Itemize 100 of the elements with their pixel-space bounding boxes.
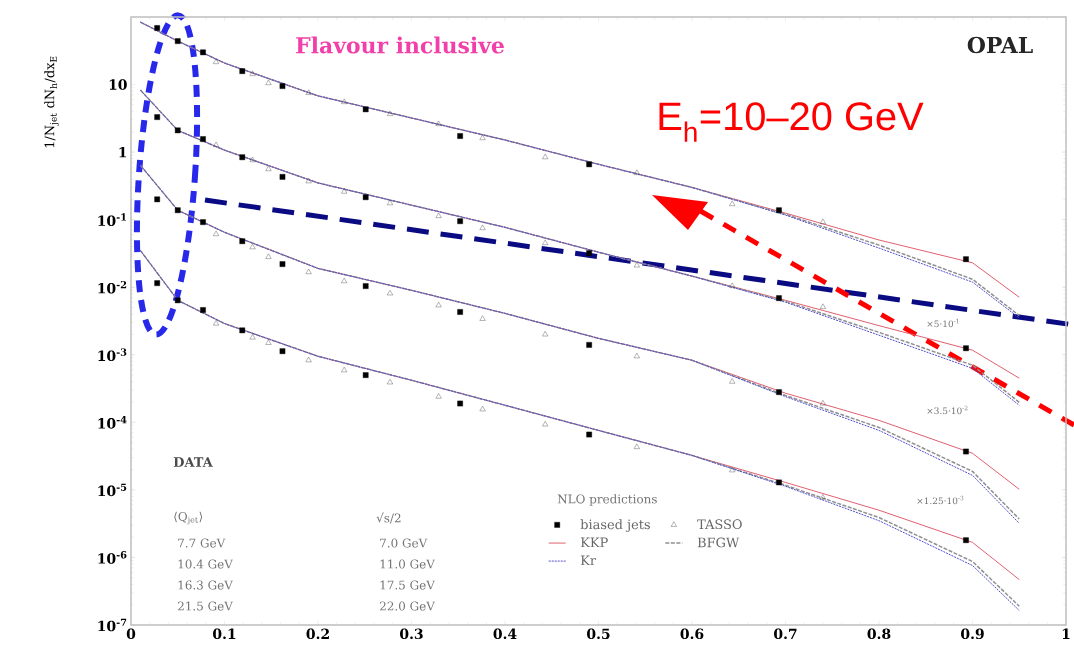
x-tick-label: 0.7 [774,628,797,640]
point [341,366,348,373]
point [819,303,826,309]
point [542,239,549,245]
point [776,295,782,301]
point [154,280,160,286]
point [542,153,549,160]
point [362,106,369,113]
point [479,224,486,230]
point [729,282,736,288]
point [362,194,369,201]
point [435,120,442,126]
point [213,141,220,147]
legend-label: Kr [580,555,597,566]
point [387,199,393,206]
point [249,156,256,162]
point [305,356,312,363]
point [239,238,246,244]
point [265,253,272,259]
point [174,297,181,304]
annotation: ×1.25·10$^{-3}$ [917,495,964,505]
point [154,114,160,120]
y-tick-label: 10$^{-2}$ [98,280,127,294]
point [239,68,246,74]
point [819,218,826,224]
point [729,466,736,473]
y-tick-label: 1 [119,146,127,158]
point [265,79,272,85]
annotation: 17.5 GeV [380,580,436,590]
point [633,352,640,359]
legend-title: DATA [173,457,213,467]
point [279,83,286,89]
point [279,348,286,354]
point [305,177,312,184]
y-tick-label: 10$^{-5}$ [98,483,127,497]
annotation: 22.0 GeV [380,601,436,611]
point [341,277,348,283]
annotation: 21.5 GeV [178,601,234,611]
point [174,127,181,134]
point [963,537,969,543]
point [362,283,369,289]
legend-label: BFGW [697,537,740,548]
point [249,334,256,340]
point [479,134,486,140]
y-tick-label: 10 [109,79,127,90]
annotation: √s/2 [376,512,401,524]
point [279,261,286,267]
text: Flavour inclusive [296,36,504,54]
point [305,89,312,95]
annotation: ×3.5·10$^{-2}$ [927,405,968,415]
point [265,339,272,345]
point [729,200,736,206]
point [387,290,393,296]
x-tick-label: 0 [126,628,136,640]
point [633,262,640,268]
point [435,393,442,399]
point [239,327,246,334]
point [265,165,272,171]
point [249,243,256,250]
point [963,345,969,352]
annotation: OPAL [967,36,1033,54]
point [776,389,782,395]
point [457,218,463,224]
point [213,58,220,64]
point [633,169,640,175]
point [213,320,220,326]
y-tick-label: 10$^{-4}$ [98,416,127,429]
point [542,331,549,337]
point [542,421,549,427]
point [776,207,782,214]
x-tick-label: 0.6 [680,628,704,640]
annotation: 10.4 GeV [178,559,234,569]
y-tick-label: 10$^{-7}$ [98,618,127,632]
point [963,448,969,455]
point [479,315,486,321]
point [200,307,206,313]
point [305,268,312,274]
annotation: E$_{h}$=10–20 GeV [659,102,924,142]
point [819,494,826,500]
x-tick-label: 0.4 [493,628,517,640]
annotation: 7.7 GeV [178,538,226,548]
point [819,400,826,406]
x-tick-label: 0.2 [306,628,329,640]
point [174,38,181,44]
x-tick-label: 0.5 [587,628,610,640]
x-tick-label: 0.9 [961,628,984,640]
x-tick-label: 0.3 [400,628,423,640]
point [362,372,369,378]
point [387,110,393,116]
annotation: 7.0 GeV [380,538,428,548]
point [479,405,486,412]
point [341,188,348,194]
annotation: 11.0 GeV [380,559,436,569]
legend-label: biased jets [580,519,650,532]
x-tick-label: 0.8 [867,628,891,640]
y-tick-label: 10$^{-6}$ [98,551,127,564]
point [586,161,592,168]
y-tick-label: 10$^{-1}$ [98,213,127,226]
legend-label: KKP [580,537,608,548]
point [387,379,393,385]
